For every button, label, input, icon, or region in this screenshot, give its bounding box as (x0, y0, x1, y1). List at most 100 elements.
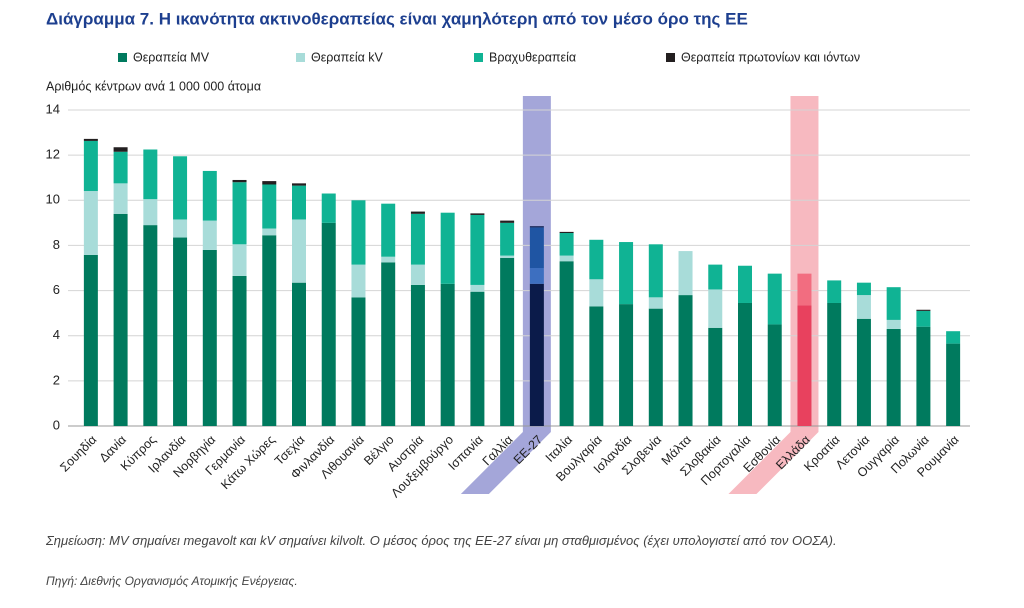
bar-segment (708, 264, 723, 290)
bar-segment (173, 219, 188, 238)
bar-segment (619, 304, 634, 426)
bar-segment (113, 147, 128, 152)
bar-segment (886, 319, 901, 329)
bar-segment (83, 140, 98, 192)
bar-segment (500, 222, 515, 256)
bar-segment (83, 191, 98, 255)
highlight-band (728, 96, 819, 494)
bar-segment (916, 310, 931, 327)
bar-segment (529, 227, 544, 268)
bar-segment (381, 256, 396, 263)
bar-segment (410, 264, 425, 285)
bar-segment (916, 309, 931, 311)
bar-segment (440, 212, 455, 284)
bar-segment (232, 275, 247, 426)
bar-segment (173, 237, 188, 426)
bar-segment (648, 297, 663, 309)
bar-segment (827, 302, 842, 426)
bar-segment (351, 264, 366, 298)
bar-segment (678, 251, 693, 296)
bar-segment (619, 242, 634, 305)
bar-segment (202, 220, 217, 250)
bar-segment (321, 193, 336, 223)
bar-segment (292, 282, 306, 426)
bar-segment (559, 233, 574, 256)
bar-segment (916, 326, 931, 426)
bar-segment (708, 327, 723, 426)
y-tick-label: 4 (53, 327, 60, 342)
y-tick-label: 8 (53, 237, 60, 252)
bar-segment (648, 244, 663, 298)
bar-segment (410, 211, 425, 214)
bar-segment (321, 222, 336, 426)
legend-label: Θεραπεία kV (311, 50, 384, 64)
bar-segment (381, 262, 396, 426)
bar-segment (143, 225, 158, 426)
bar-segment (589, 279, 604, 307)
bar-segment (738, 302, 752, 426)
y-tick-label: 14 (46, 101, 60, 116)
legend-swatch (296, 53, 305, 62)
legend-label: Θεραπεία MV (133, 50, 210, 64)
source: Πηγή: Διεθνής Οργανισμός Ατομικής Ενέργε… (46, 574, 298, 588)
bar-segment (351, 297, 366, 426)
highlight-band (460, 96, 551, 494)
bar-segment (559, 231, 574, 234)
bar-segment (767, 273, 782, 325)
bar-segment (381, 203, 396, 257)
bar-segment (500, 255, 515, 258)
bar-segment (202, 170, 217, 221)
legend-swatch (666, 53, 675, 62)
bar-segment (202, 249, 217, 426)
legend-label: Βραχυθεραπεία (489, 50, 576, 64)
bar-segment (529, 268, 544, 284)
legend-swatch (118, 53, 127, 62)
bar-segment (470, 291, 485, 426)
bar-segment (856, 295, 871, 319)
bar-segment (143, 199, 158, 226)
bar-segment (946, 331, 961, 344)
x-tick-label: Σουηδία (57, 433, 99, 475)
y-tick-label: 6 (53, 282, 60, 297)
bar-segment (262, 184, 277, 229)
bar-segment (589, 306, 604, 426)
bar-segment (678, 295, 693, 426)
bar-segment (262, 235, 277, 426)
bar-segment (767, 324, 782, 426)
bar-segment (856, 318, 871, 426)
bar-segment (440, 283, 455, 426)
bar-segment (232, 244, 247, 276)
bar-segment (708, 289, 723, 328)
bar-segment (113, 151, 128, 184)
bar-segment (83, 138, 98, 141)
y-tick-label: 0 (53, 417, 60, 432)
bar-segment (886, 328, 901, 426)
bar-segment (886, 287, 901, 320)
legend-swatch (474, 53, 483, 62)
bar-segment (559, 255, 574, 262)
bar-segment (738, 265, 752, 303)
bar-segment (232, 179, 247, 183)
bar-segment (262, 181, 277, 185)
chart: Διάγραμμα 7. Η ικανότητα ακτινοθεραπείας… (46, 9, 970, 500)
note: Σημείωση: MV σημαίνει megavolt και kV ση… (46, 533, 837, 548)
y-axis-label: Αριθμός κέντρων ανά 1 000 000 άτομα (46, 79, 261, 93)
y-tick-label: 10 (46, 192, 60, 207)
bar-segment (410, 284, 425, 426)
bar-segment (500, 257, 515, 426)
bar-segment (827, 280, 842, 303)
bar-segment (232, 182, 247, 245)
bar-segment (529, 226, 544, 228)
bar-segment (470, 214, 485, 285)
bar-segment (589, 239, 604, 280)
bar-segment (648, 308, 663, 426)
bar-segment (292, 219, 306, 283)
bar-segment (143, 149, 158, 200)
bar-segment (113, 183, 128, 214)
bar-segment (797, 273, 812, 306)
bar-segment (262, 228, 277, 236)
y-tick-label: 2 (53, 372, 60, 387)
y-tick-label: 12 (46, 147, 60, 162)
bar-segment (559, 261, 574, 426)
